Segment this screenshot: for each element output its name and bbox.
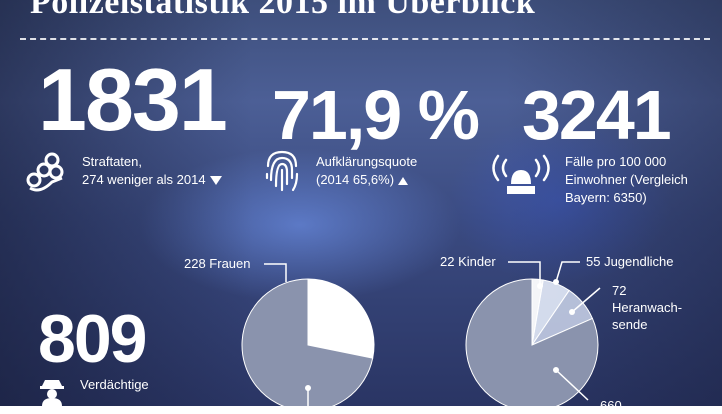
pie-chart-frauen	[241, 278, 375, 406]
aufklaerung-caption-line1: Aufklärungsquote	[316, 154, 418, 169]
straftaten-caption-line2: 274 weniger als 2014	[82, 171, 222, 189]
pie-slice-660	[465, 278, 599, 406]
aufklaerung-value: 71,9 %	[272, 76, 480, 154]
pie-slice-frauen	[307, 278, 375, 359]
aufklaerung-caption-line2: (2014 65,6%)	[316, 171, 417, 189]
leader-line-kinder	[508, 261, 541, 286]
increase-triangle-icon	[398, 176, 409, 185]
straftaten-value: 1831	[38, 50, 228, 149]
leader-line-frauen	[264, 263, 287, 282]
faelle-value: 3241	[522, 76, 672, 154]
pie-slice-other	[241, 278, 374, 406]
leader-lines	[264, 261, 601, 406]
label-jugendliche: 55 Jugendliche	[586, 254, 674, 269]
label-660: 660	[600, 398, 622, 413]
label-heranwachsende-line1: 72	[612, 283, 627, 298]
label-frauen: 228 Frauen	[184, 256, 251, 271]
straftaten-caption-text: 274 weniger als 2014	[82, 172, 206, 187]
aufklaerung-caption: Aufklärungsquote (2014 65,6%)	[316, 153, 417, 189]
decrease-triangle-icon	[209, 176, 222, 186]
leader-line-heranwachsende	[571, 287, 601, 313]
label-heranwachsende: 72 Heranwach- sende	[612, 282, 682, 333]
straftaten-caption-line1: Straftaten,	[82, 154, 142, 169]
leader-dot-660	[553, 367, 559, 373]
straftaten-caption: Straftaten, 274 weniger als 2014	[82, 153, 222, 189]
faelle-caption-line1: Fälle pro 100 000	[565, 154, 667, 169]
brass-knuckles-icon	[26, 152, 64, 192]
fingerprint-icon	[265, 150, 299, 192]
faelle-caption: Fälle pro 100 000 Einwohner (Vergleich B…	[565, 153, 688, 207]
verdaechtige-value: 809	[38, 301, 147, 377]
label-heranwachsende-line2: Heranwach-	[612, 300, 683, 315]
label-heranwachsende-line3: sende	[612, 317, 648, 332]
suspect-icon	[40, 380, 64, 406]
leader-dot-maenner	[305, 385, 311, 391]
police-siren-icon	[492, 154, 550, 194]
pie-chart-age	[465, 278, 599, 406]
aufklaerung-caption-text: (2014 65,6%)	[316, 172, 395, 187]
page-title: Polizeistatistik 2015 im Überblick	[30, 0, 536, 21]
faelle-caption-line2: Einwohner (Vergleich	[565, 172, 688, 187]
label-kinder: 22 Kinder	[440, 254, 496, 269]
leader-line-660	[555, 369, 589, 401]
faelle-caption-line3: Bayern: 6350)	[565, 190, 647, 205]
verdaechtige-caption: Verdächtige	[80, 377, 149, 392]
dashed-divider	[20, 38, 710, 40]
leader-dot-kinder	[537, 283, 543, 289]
leader-line-jugendliche	[555, 261, 580, 283]
leader-dot-heranwachsende	[569, 309, 575, 315]
leader-dot-jugendliche	[553, 279, 559, 285]
